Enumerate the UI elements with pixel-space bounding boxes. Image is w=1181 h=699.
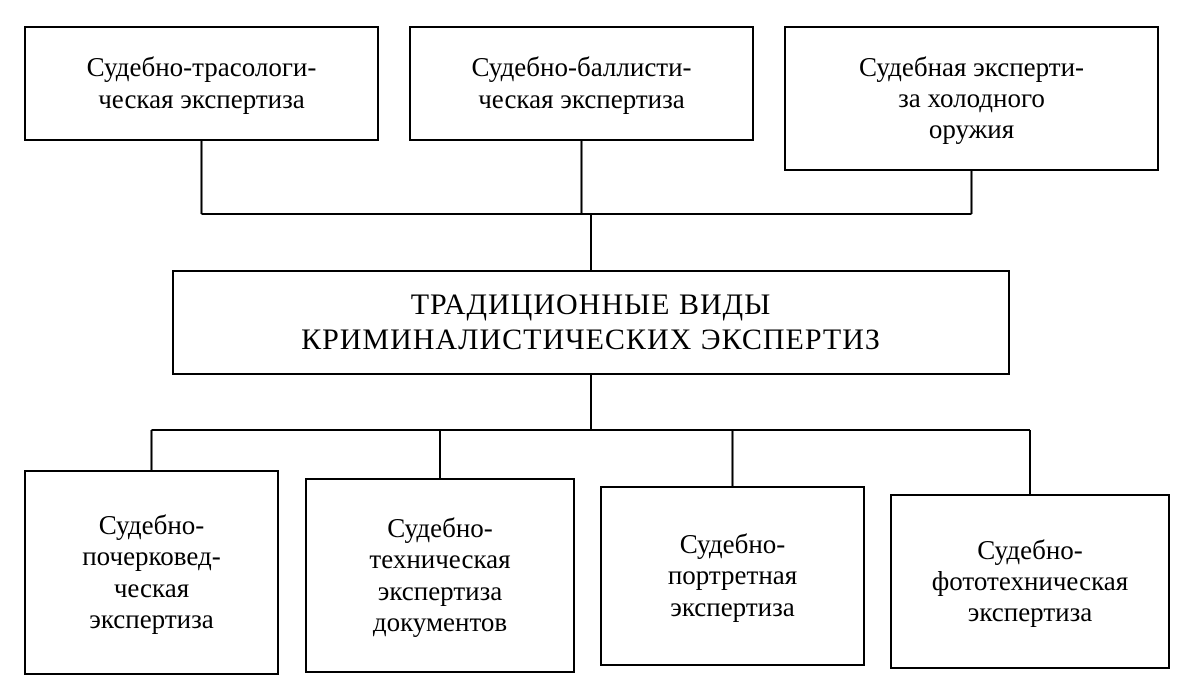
node-label: Судебно- почерковед- ческая экспертиза — [82, 510, 221, 634]
node-label: Судебно- фототехническая экспертиза — [932, 535, 1128, 628]
node-center: ТРАДИЦИОННЫЕ ВИДЫ КРИМИНАЛИСТИЧЕСКИХ ЭКС… — [172, 270, 1010, 375]
node-label: Судебно-баллисти- ческая экспертиза — [471, 52, 691, 114]
node-bot2: Судебно- техническая экспертиза документ… — [305, 478, 575, 673]
node-label: Судебная эксперти- за холодного оружия — [859, 52, 1084, 145]
node-top3: Судебная эксперти- за холодного оружия — [784, 26, 1159, 171]
node-bot1: Судебно- почерковед- ческая экспертиза — [24, 470, 279, 675]
node-label: Судебно- портретная экспертиза — [668, 529, 797, 622]
node-label: ТРАДИЦИОННЫЕ ВИДЫ КРИМИНАЛИСТИЧЕСКИХ ЭКС… — [301, 288, 881, 357]
diagram-canvas: Судебно-трасологи- ческая экспертиза Суде… — [0, 0, 1181, 699]
node-label: Судебно- техническая экспертиза документ… — [369, 513, 510, 637]
node-bot4: Судебно- фототехническая экспертиза — [890, 494, 1170, 669]
node-label: Судебно-трасологи- ческая экспертиза — [87, 52, 317, 114]
node-bot3: Судебно- портретная экспертиза — [600, 486, 865, 666]
node-top1: Судебно-трасологи- ческая экспертиза — [24, 26, 379, 141]
node-top2: Судебно-баллисти- ческая экспертиза — [409, 26, 754, 141]
